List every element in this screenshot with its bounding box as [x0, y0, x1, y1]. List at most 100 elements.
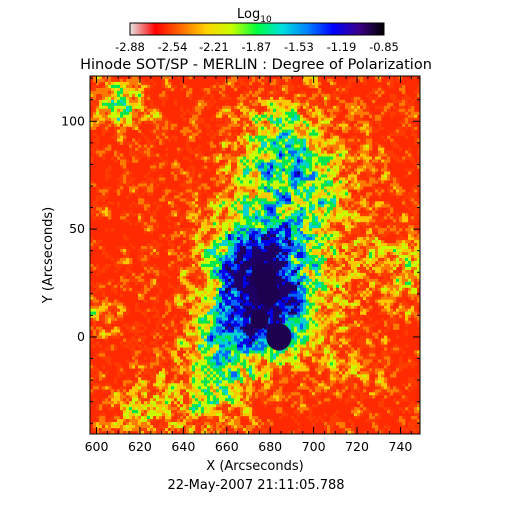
heatmap-cell — [195, 257, 199, 262]
heatmap-cell — [306, 201, 310, 205]
heatmap-cell — [171, 266, 175, 271]
heatmap-cell — [321, 246, 325, 250]
heatmap-cell — [255, 159, 259, 163]
colorbar-tick-label: -2.54 — [158, 40, 188, 54]
heatmap-cell — [291, 117, 295, 122]
heatmap-cell — [216, 183, 220, 187]
heatmap-cell — [225, 132, 229, 136]
heatmap-cell — [165, 237, 169, 241]
heatmap-cell — [246, 201, 250, 205]
heatmap-cell — [159, 174, 163, 178]
heatmap-cell — [351, 111, 355, 116]
heatmap-cell — [318, 108, 322, 113]
heatmap-cell — [156, 249, 160, 253]
heatmap-cell — [93, 117, 97, 122]
heatmap-cell — [261, 132, 265, 136]
heatmap-cell — [375, 153, 379, 157]
heatmap-cell — [300, 252, 304, 256]
heatmap-cell — [342, 156, 346, 160]
heatmap-cell — [111, 93, 115, 98]
heatmap-cell — [318, 105, 322, 110]
heatmap-cell — [237, 225, 241, 229]
heatmap-cell — [333, 132, 337, 136]
heatmap-cell — [231, 84, 235, 89]
heatmap-cell — [312, 231, 316, 235]
heatmap-cell — [240, 249, 244, 253]
heatmap-cell — [327, 257, 331, 262]
heatmap-cell — [198, 255, 202, 259]
heatmap-cell — [192, 207, 196, 211]
heatmap-cell — [243, 171, 247, 175]
heatmap-cell — [345, 257, 349, 262]
heatmap-cell — [273, 222, 277, 226]
heatmap-cell — [282, 225, 286, 229]
heatmap-cell — [150, 120, 154, 125]
heatmap-cell — [168, 138, 172, 142]
heatmap-cell — [273, 159, 277, 163]
heatmap-cell — [285, 111, 289, 116]
heatmap-cell — [237, 228, 241, 232]
heatmap-cell — [216, 234, 220, 238]
heatmap-cell — [309, 260, 313, 265]
heatmap-cell — [255, 162, 259, 166]
heatmap-cell — [273, 153, 277, 157]
heatmap-cell — [273, 237, 277, 241]
heatmap-cell — [315, 105, 319, 110]
heatmap-cell — [324, 237, 328, 241]
heatmap-cell — [282, 210, 286, 214]
heatmap-cell — [294, 99, 298, 104]
heatmap-cell — [366, 156, 370, 160]
heatmap-cell — [321, 237, 325, 241]
heatmap-cell — [309, 117, 313, 122]
heatmap-cell — [300, 153, 304, 157]
heatmap-cell — [129, 269, 133, 274]
heatmap-cell — [96, 204, 100, 208]
heatmap-cell — [222, 111, 226, 116]
heatmap-cell — [105, 105, 109, 110]
heatmap-cell — [339, 138, 343, 142]
heatmap-cell — [336, 153, 340, 157]
heatmap-cell — [363, 162, 367, 166]
heatmap-cell — [300, 216, 304, 220]
heatmap-cell — [288, 243, 292, 247]
heatmap-cell — [150, 108, 154, 113]
heatmap-cell — [177, 171, 181, 175]
heatmap-cell — [186, 195, 190, 199]
heatmap-cell — [246, 240, 250, 244]
heatmap-cell — [387, 186, 391, 190]
heatmap-cell — [183, 132, 187, 136]
heatmap-cell — [120, 186, 124, 190]
heatmap-cell — [303, 105, 307, 110]
heatmap-cell — [243, 108, 247, 113]
heatmap-cell — [141, 150, 145, 154]
heatmap-cell — [111, 120, 115, 125]
heatmap-cell — [282, 141, 286, 145]
heatmap-cell — [267, 90, 271, 95]
heatmap-cell — [282, 246, 286, 250]
heatmap-cell — [237, 156, 241, 160]
heatmap-cell — [315, 266, 319, 271]
heatmap-cell — [282, 252, 286, 256]
heatmap-cell — [342, 201, 346, 205]
heatmap-cell — [270, 207, 274, 211]
heatmap-cell — [210, 93, 214, 98]
heatmap-cell — [390, 263, 394, 268]
heatmap-cell — [264, 156, 268, 160]
heatmap-cell — [228, 111, 232, 116]
heatmap-cell — [159, 165, 163, 169]
heatmap-cell — [270, 165, 274, 169]
heatmap-cell — [336, 228, 340, 232]
heatmap-cell — [264, 192, 268, 196]
heatmap-cell — [369, 249, 373, 253]
heatmap-cell — [405, 111, 409, 116]
heatmap-cell — [93, 123, 97, 128]
heatmap-cell — [321, 117, 325, 122]
heatmap-cell — [345, 87, 349, 92]
heatmap-cell — [213, 240, 217, 244]
heatmap-cell — [264, 228, 268, 232]
heatmap-cell — [222, 263, 226, 268]
heatmap-cell — [165, 81, 169, 86]
heatmap-cell — [306, 252, 310, 256]
heatmap-cell — [219, 216, 223, 220]
heatmap-cell — [273, 78, 277, 83]
